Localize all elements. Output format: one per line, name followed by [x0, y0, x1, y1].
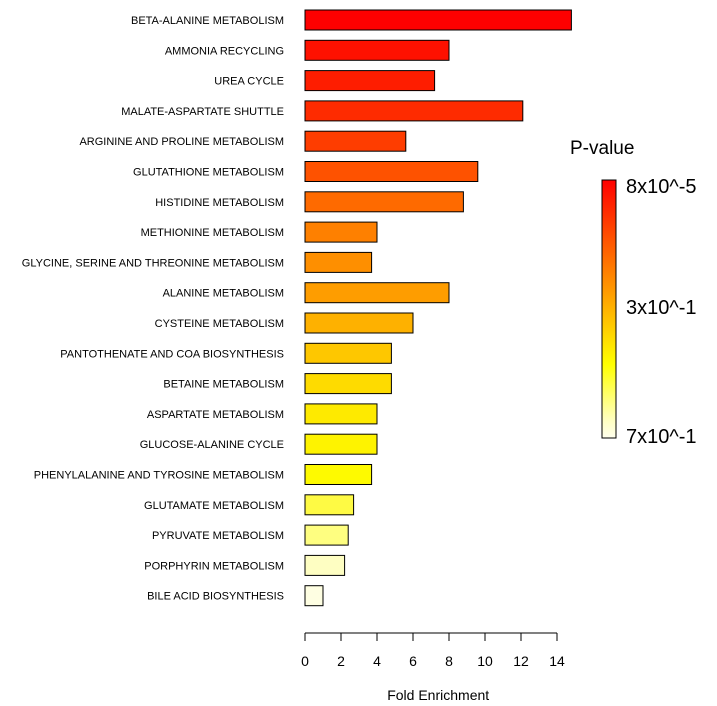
x-tick-label: 0 — [301, 653, 309, 669]
bar — [304, 312, 414, 334]
category-label: GLUTATHIONE METABOLISM — [133, 167, 284, 179]
category-label: GLUTAMATE METABOLISM — [144, 500, 284, 512]
x-tick-label: 10 — [477, 653, 493, 669]
category-label: GLYCINE, SERINE AND THREONINE METABOLISM — [22, 257, 284, 269]
bar — [304, 373, 392, 395]
bar — [304, 100, 524, 122]
bar — [304, 130, 407, 152]
bar — [304, 554, 346, 576]
bar — [304, 342, 392, 364]
category-label: CYSTEINE METABOLISM — [155, 318, 284, 330]
category-label: UREA CYCLE — [214, 76, 284, 88]
category-label: HISTIDINE METABOLISM — [155, 197, 284, 209]
category-label: GLUCOSE-ALANINE CYCLE — [140, 439, 284, 451]
category-label: METHIONINE METABOLISM — [141, 227, 284, 239]
category-label: PANTOTHENATE AND COA BIOSYNTHESIS — [60, 348, 284, 360]
x-tick-label: 14 — [549, 653, 565, 669]
bar — [304, 9, 572, 31]
legend-label-top: 8x10^-5 — [626, 176, 697, 198]
bar — [304, 403, 378, 425]
x-axis: 0 2 4 6 8 10 12 14 — [301, 632, 565, 669]
bar — [304, 161, 479, 182]
bar — [304, 585, 324, 607]
bar — [304, 464, 373, 485]
category-label: AMMONIA RECYCLING — [165, 45, 284, 57]
x-axis-title: Fold Enrichment — [387, 687, 489, 703]
category-label: PORPHYRIN METABOLISM — [144, 560, 284, 572]
x-tick-label: 8 — [445, 653, 453, 669]
x-tick-label: 12 — [513, 653, 529, 669]
legend-title: P-value — [570, 138, 634, 159]
category-label: MALATE-ASPARTATE SHUTTLE — [121, 106, 284, 118]
legend-color-bar — [601, 179, 617, 439]
category-label: BETAINE METABOLISM — [163, 379, 284, 391]
category-label: ASPARTATE METABOLISM — [147, 409, 284, 421]
category-label: BILE ACID BIOSYNTHESIS — [147, 591, 284, 603]
category-label: PYRUVATE METABOLISM — [152, 530, 284, 542]
bar — [304, 524, 349, 546]
legend-label-bottom: 7x10^-1 — [626, 426, 697, 448]
x-tick-label: 2 — [337, 653, 345, 669]
bar — [304, 433, 378, 455]
bars-group — [304, 9, 572, 607]
category-labels: BETA-ALANINE METABOLISM AMMONIA RECYCLING… — [22, 15, 284, 603]
x-tick-label: 4 — [373, 653, 381, 669]
bar — [304, 70, 436, 92]
bar — [304, 221, 378, 243]
bar — [304, 191, 464, 213]
x-tick-label: 6 — [409, 653, 417, 669]
bar — [304, 282, 450, 304]
bar — [304, 39, 450, 61]
legend: P-value 8x10^-5 3x10^-1 7x10^-1 — [570, 138, 697, 448]
category-label: ALANINE METABOLISM — [163, 288, 284, 300]
legend-label-middle: 3x10^-1 — [626, 297, 697, 319]
category-label: BETA-ALANINE METABOLISM — [131, 15, 284, 27]
category-label: ARGININE AND PROLINE METABOLISM — [79, 136, 284, 148]
bar — [304, 251, 373, 273]
category-label: PHENYLALANINE AND TYROSINE METABOLISM — [34, 470, 284, 482]
bar — [304, 494, 355, 516]
